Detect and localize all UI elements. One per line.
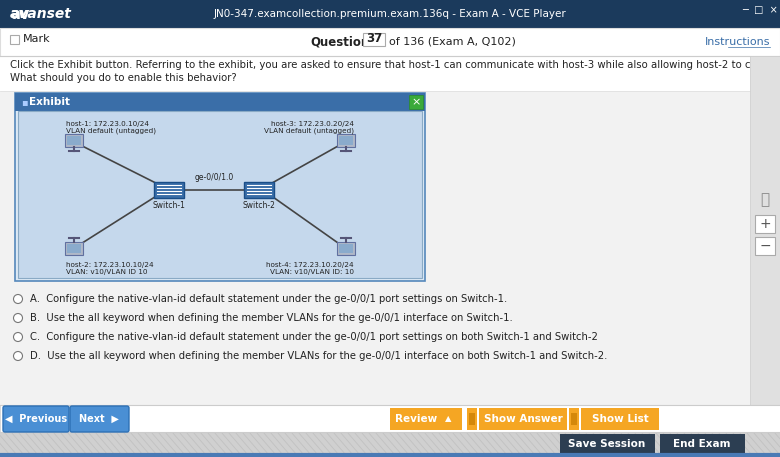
- FancyBboxPatch shape: [755, 237, 775, 255]
- Text: Question: Question: [310, 36, 369, 48]
- Circle shape: [13, 351, 23, 361]
- FancyBboxPatch shape: [571, 413, 577, 425]
- Text: Exhibit: Exhibit: [29, 97, 70, 107]
- FancyBboxPatch shape: [15, 93, 425, 281]
- Text: avanset: avanset: [10, 7, 72, 21]
- FancyBboxPatch shape: [339, 136, 353, 145]
- FancyBboxPatch shape: [67, 244, 81, 253]
- Text: What should you do to enable this behavior?: What should you do to enable this behavi…: [10, 73, 236, 83]
- Text: End Exam: End Exam: [673, 439, 731, 449]
- Text: VLAN: v10/VLAN ID: 10: VLAN: v10/VLAN ID: 10: [270, 269, 354, 275]
- Text: host-1: 172.23.0.10/24: host-1: 172.23.0.10/24: [66, 121, 149, 127]
- FancyBboxPatch shape: [409, 95, 423, 109]
- FancyBboxPatch shape: [750, 56, 780, 406]
- Text: Mark: Mark: [23, 34, 51, 44]
- FancyBboxPatch shape: [560, 434, 655, 454]
- FancyBboxPatch shape: [15, 93, 425, 111]
- FancyBboxPatch shape: [467, 408, 477, 430]
- Text: Switch-1: Switch-1: [152, 201, 185, 209]
- Text: host-4: 172.23.10.20/24: host-4: 172.23.10.20/24: [267, 262, 354, 268]
- Text: Save Session: Save Session: [569, 439, 646, 449]
- Circle shape: [13, 294, 23, 303]
- Text: B.  Use the all keyword when defining the member VLANs for the ge-0/0/1 interfac: B. Use the all keyword when defining the…: [30, 313, 512, 323]
- Text: 37: 37: [366, 32, 382, 46]
- FancyBboxPatch shape: [755, 215, 775, 233]
- FancyBboxPatch shape: [569, 408, 579, 430]
- Text: host-3: 172.23.0.20/24: host-3: 172.23.0.20/24: [271, 121, 354, 127]
- FancyBboxPatch shape: [363, 33, 385, 46]
- Text: Show Answer: Show Answer: [484, 414, 562, 424]
- Text: av: av: [10, 7, 30, 22]
- FancyBboxPatch shape: [10, 35, 19, 44]
- Text: D.  Use the all keyword when defining the member VLANs for the ge-0/0/1 interfac: D. Use the all keyword when defining the…: [30, 351, 608, 361]
- Text: ◀  Previous: ◀ Previous: [5, 414, 67, 424]
- FancyBboxPatch shape: [0, 56, 750, 91]
- Text: VLAN: v10/VLAN ID 10: VLAN: v10/VLAN ID 10: [66, 269, 147, 275]
- Text: Show List: Show List: [591, 414, 648, 424]
- FancyBboxPatch shape: [339, 244, 353, 253]
- FancyBboxPatch shape: [67, 136, 81, 145]
- Text: A.  Configure the native-vlan-id default statement under the ge-0/0/1 port setti: A. Configure the native-vlan-id default …: [30, 294, 507, 304]
- Text: JN0-347.examcollection.premium.exam.136q - Exam A - VCE Player: JN0-347.examcollection.premium.exam.136q…: [214, 9, 566, 19]
- Text: Switch-2: Switch-2: [243, 201, 276, 209]
- Text: +: +: [759, 217, 771, 231]
- Circle shape: [13, 333, 23, 341]
- Text: ─  □  ×: ─ □ ×: [742, 5, 778, 15]
- Text: −: −: [759, 239, 771, 253]
- Text: ge-0/0/1.0: ge-0/0/1.0: [194, 172, 234, 181]
- FancyBboxPatch shape: [469, 413, 475, 425]
- FancyBboxPatch shape: [3, 406, 69, 432]
- FancyBboxPatch shape: [0, 28, 780, 56]
- Text: of 136 (Exam A, Q102): of 136 (Exam A, Q102): [389, 37, 516, 47]
- Text: ×: ×: [411, 97, 420, 107]
- Text: Review: Review: [395, 414, 437, 424]
- FancyBboxPatch shape: [70, 406, 129, 432]
- FancyBboxPatch shape: [66, 134, 83, 147]
- Text: ▪: ▪: [21, 97, 27, 107]
- Circle shape: [13, 314, 23, 323]
- Text: C.  Configure the native-vlan-id default statement under the ge-0/0/1 port setti: C. Configure the native-vlan-id default …: [30, 332, 598, 342]
- FancyBboxPatch shape: [337, 134, 355, 147]
- Text: Click the Exhibit button. Referring to the exhibit, you are asked to ensure that: Click the Exhibit button. Referring to t…: [10, 60, 780, 70]
- FancyBboxPatch shape: [390, 408, 462, 430]
- FancyBboxPatch shape: [244, 181, 275, 197]
- Text: ⌕: ⌕: [760, 192, 770, 207]
- FancyBboxPatch shape: [479, 408, 567, 430]
- FancyBboxPatch shape: [18, 111, 422, 278]
- Text: Instructions: Instructions: [704, 37, 770, 47]
- FancyBboxPatch shape: [66, 242, 83, 255]
- Text: VLAN default (untagged): VLAN default (untagged): [66, 128, 156, 134]
- FancyBboxPatch shape: [0, 0, 780, 28]
- FancyBboxPatch shape: [0, 405, 780, 432]
- FancyBboxPatch shape: [660, 434, 745, 454]
- FancyBboxPatch shape: [0, 432, 780, 455]
- Text: VLAN default (untagged): VLAN default (untagged): [264, 128, 354, 134]
- Text: ▲: ▲: [445, 414, 452, 424]
- Text: Next  ▶: Next ▶: [79, 414, 119, 424]
- FancyBboxPatch shape: [337, 242, 355, 255]
- FancyBboxPatch shape: [581, 408, 659, 430]
- FancyBboxPatch shape: [154, 181, 184, 197]
- Text: host-2: 172.23.10.10/24: host-2: 172.23.10.10/24: [66, 262, 154, 268]
